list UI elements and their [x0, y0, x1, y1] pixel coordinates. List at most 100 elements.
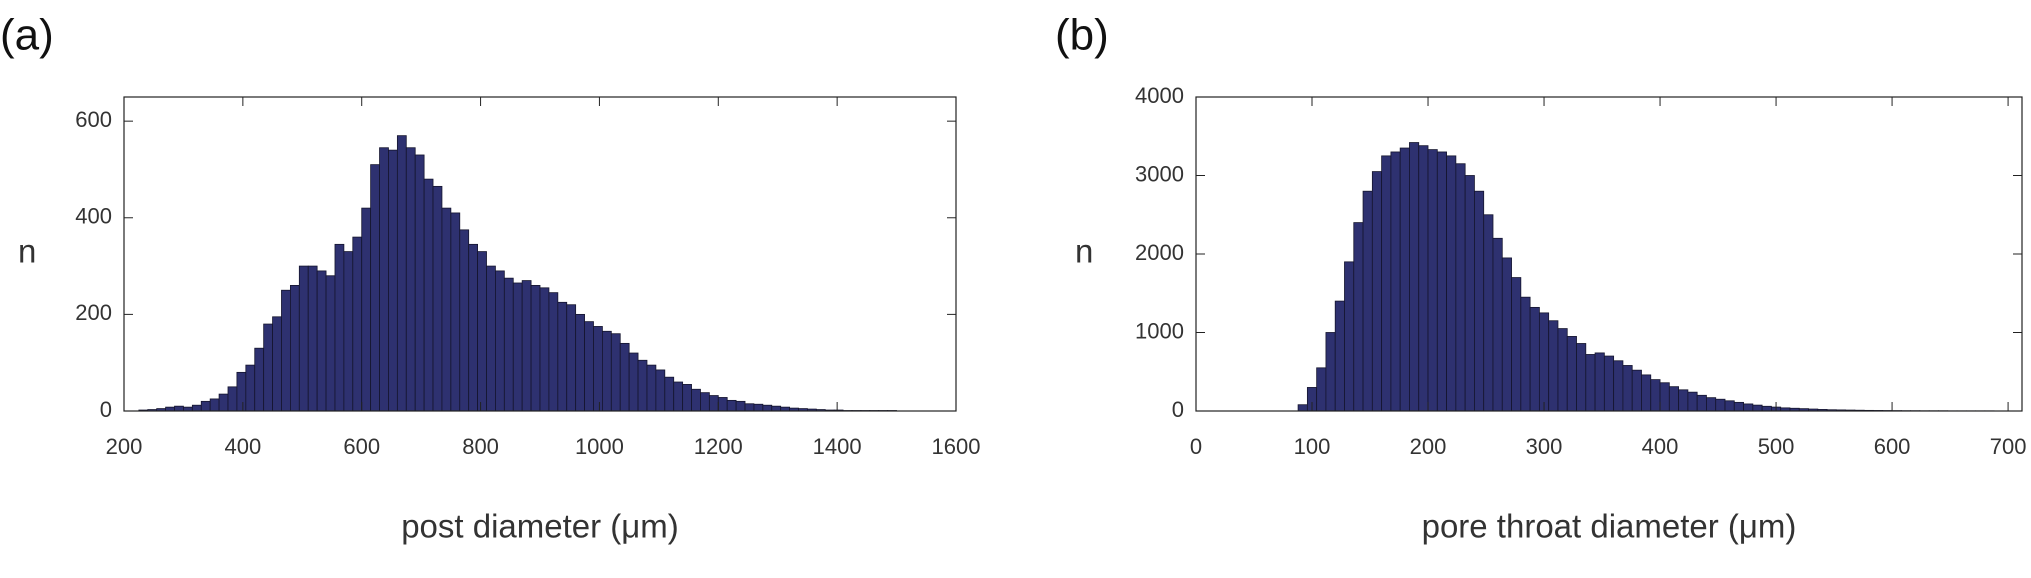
bar [459, 229, 470, 412]
bar [1492, 237, 1503, 412]
x-tick-label: 400 [224, 434, 261, 459]
y-tick-label: 0 [100, 397, 112, 422]
bar [691, 388, 701, 412]
bar [1733, 401, 1744, 412]
bar [1418, 145, 1429, 412]
y-tick-label: 0 [1172, 397, 1184, 422]
bar [1650, 379, 1661, 412]
bar [700, 392, 710, 412]
bar [1353, 222, 1364, 412]
bar [753, 403, 764, 412]
x-tick-label: 200 [106, 434, 143, 459]
bar [1409, 142, 1420, 412]
bar [361, 207, 372, 412]
bar [1641, 374, 1652, 412]
bar [1678, 389, 1689, 412]
bar [1316, 367, 1327, 412]
bar [227, 386, 238, 412]
x-tick-label: 200 [1410, 434, 1447, 459]
x-axis-title: pore throat diameter (μm) [1422, 508, 1797, 545]
bar [1613, 360, 1624, 412]
bar [388, 149, 398, 412]
bar [298, 265, 309, 412]
bar [521, 280, 532, 412]
bar [263, 323, 273, 412]
bar [174, 405, 184, 412]
bar [1538, 312, 1550, 412]
bar [530, 284, 541, 412]
bar [1399, 147, 1410, 412]
bar [316, 270, 327, 412]
bar [762, 404, 773, 412]
bar [682, 384, 692, 412]
y-axis-title: n [1075, 233, 1093, 270]
bar [1668, 386, 1680, 412]
bar [432, 185, 443, 412]
bar [539, 287, 550, 412]
bar [1501, 257, 1512, 412]
bar [726, 399, 737, 412]
bar [771, 405, 782, 412]
bar [352, 236, 363, 412]
bar [1371, 171, 1383, 412]
bar [200, 400, 211, 412]
bar [1706, 397, 1717, 412]
y-tick-label: 3000 [1135, 161, 1184, 186]
bar [655, 369, 666, 412]
y-tick-label: 200 [75, 300, 112, 325]
bar [1715, 398, 1726, 412]
bar [1390, 151, 1401, 412]
bar [548, 292, 559, 412]
bar [495, 270, 505, 412]
bar [503, 277, 514, 412]
bar [512, 282, 523, 412]
bar [1381, 155, 1392, 412]
bar [218, 393, 229, 412]
bar [628, 352, 639, 412]
bar [1344, 261, 1355, 412]
bar [414, 154, 425, 412]
bar [637, 359, 648, 412]
bar [468, 243, 478, 412]
bar [441, 207, 452, 412]
x-tick-label: 0 [1190, 434, 1202, 459]
bar [405, 147, 416, 412]
bar [307, 265, 318, 412]
bar [619, 342, 630, 412]
bar [1548, 320, 1559, 412]
bar [1557, 328, 1568, 412]
bar [379, 147, 389, 412]
y-tick-label: 600 [75, 107, 112, 132]
bar [717, 397, 728, 412]
x-axis-title: post diameter (μm) [401, 508, 679, 545]
bar [1511, 277, 1522, 412]
bar [1446, 155, 1457, 412]
bar [602, 330, 612, 412]
bar [1696, 394, 1707, 412]
bar [1464, 175, 1475, 412]
bar [584, 321, 594, 412]
y-tick-label: 400 [75, 204, 112, 229]
x-tick-label: 1200 [694, 434, 743, 459]
bar [1334, 300, 1345, 412]
bar [1752, 404, 1763, 412]
bar [1631, 369, 1642, 412]
bar [566, 304, 577, 412]
bar [1362, 190, 1373, 412]
bar [610, 333, 621, 412]
plot-frame [123, 96, 957, 412]
bar [1576, 343, 1587, 412]
bar [646, 364, 657, 412]
bar [575, 313, 585, 412]
bar [1687, 391, 1698, 412]
bar [673, 381, 684, 412]
bar [1483, 214, 1494, 412]
bar [1594, 352, 1605, 412]
bar [1325, 332, 1336, 412]
x-tick-label: 300 [1526, 434, 1563, 459]
bar [343, 251, 354, 412]
bar [486, 265, 496, 412]
y-tick-label: 2000 [1135, 240, 1184, 265]
bar [1622, 365, 1633, 412]
bar [1743, 403, 1754, 412]
